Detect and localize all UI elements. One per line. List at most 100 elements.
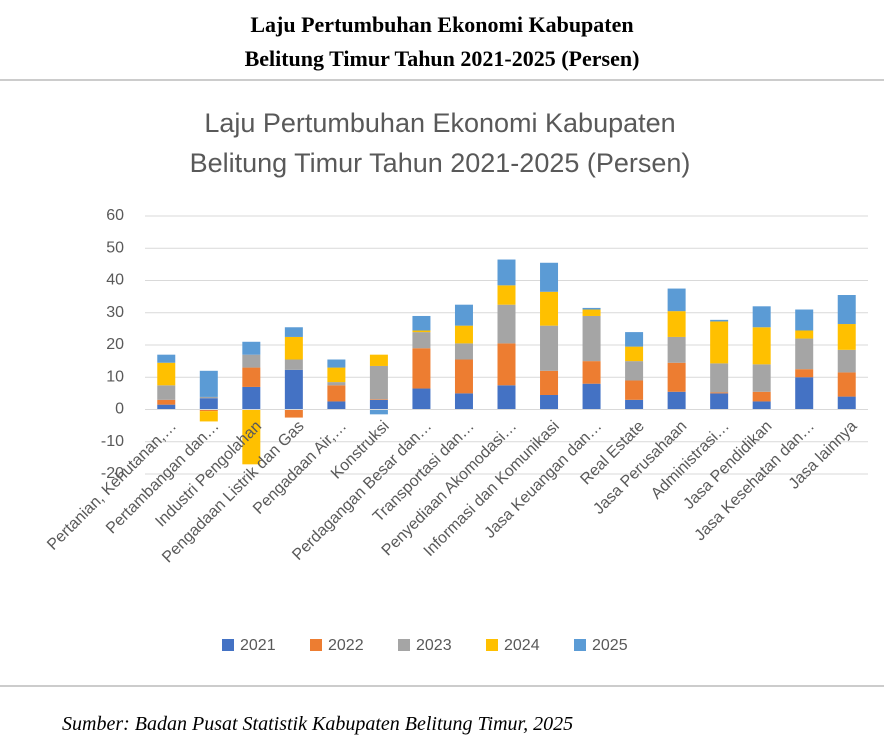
y-tick-label: 50 [106, 239, 124, 256]
bar-segment [199, 409, 218, 412]
bar-segment [837, 372, 856, 397]
bar-segment [284, 336, 303, 360]
bar-segment [667, 362, 686, 392]
bar-segment [625, 346, 644, 362]
bar-segment [199, 396, 218, 399]
bar-segment [242, 386, 261, 410]
bar-segment [837, 349, 856, 373]
bar-segment [242, 367, 261, 387]
header-title: Laju Pertumbuhan Ekonomi Kabupaten [250, 12, 633, 37]
bar-segment [752, 391, 771, 402]
bar-segment [667, 391, 686, 410]
bar-segment [710, 319, 729, 322]
bar-segment [157, 404, 176, 410]
bar-segment [795, 369, 814, 378]
bar-segment [412, 332, 431, 349]
bar-segment [454, 359, 473, 394]
bar-segment [582, 361, 601, 384]
bar-segment [625, 332, 644, 347]
header-title: Belitung Timur Tahun 2021-2025 (Persen) [245, 46, 640, 71]
bar-segment [667, 311, 686, 337]
bar-segment [667, 336, 686, 363]
bar-segment [199, 398, 218, 410]
legend-swatch [310, 639, 322, 651]
bar-segment [157, 362, 176, 386]
legend-swatch [222, 639, 234, 651]
y-tick-label: 10 [106, 368, 124, 385]
bar-segment [497, 385, 516, 410]
bar-segment [540, 262, 559, 292]
bar-segment [284, 369, 303, 410]
bar-segment [795, 309, 814, 331]
bar-segment [199, 411, 218, 422]
bar-segment [284, 359, 303, 370]
bar-segment [369, 399, 388, 410]
bar-segment [157, 385, 176, 400]
bar-segment [582, 309, 601, 316]
bar-segment [199, 370, 218, 397]
bar-segment [369, 399, 388, 400]
bar-segment [369, 354, 388, 366]
bar-segment [582, 307, 601, 310]
legend-swatch [486, 639, 498, 651]
y-tick-label: 30 [106, 304, 124, 321]
bar-segment [540, 325, 559, 371]
bar-segment [327, 401, 346, 410]
bar-segment [497, 304, 516, 344]
y-tick-label: 60 [106, 207, 124, 224]
bar-segment [497, 285, 516, 305]
bar-segment [540, 291, 559, 326]
bar-segment [454, 325, 473, 344]
legend-label: 2021 [240, 637, 276, 654]
chart-title: Laju Pertumbuhan Ekonomi Kabupaten [204, 108, 675, 138]
bar-segment [795, 377, 814, 410]
bar-segment [284, 327, 303, 337]
bar-segment [327, 382, 346, 386]
bar-segment [667, 288, 686, 312]
bar-segment [625, 399, 644, 410]
legend-swatch [574, 639, 586, 651]
legend-label: 2024 [504, 637, 540, 654]
bar-segment [242, 341, 261, 355]
bar-segment [454, 343, 473, 360]
bar-segment [497, 259, 516, 286]
bar-segment [710, 321, 729, 364]
bar-segment [242, 354, 261, 368]
bar-segment [795, 338, 814, 370]
bar-segment [327, 367, 346, 383]
bar-segment [625, 380, 644, 400]
bar-segment [327, 359, 346, 368]
y-tick-label: 0 [115, 401, 124, 418]
bar-segment [795, 330, 814, 339]
bar-segment [412, 315, 431, 331]
bar-segment [625, 361, 644, 381]
y-tick-label: 20 [106, 336, 124, 353]
bar-segment [327, 385, 346, 402]
bar-segment [157, 354, 176, 363]
bar-segment [752, 364, 771, 392]
bar-segment [837, 295, 856, 325]
bar-segment [752, 401, 771, 410]
bar-segment [369, 409, 388, 415]
y-tick-label: -20 [101, 465, 124, 482]
legend-label: 2025 [592, 637, 628, 654]
bar-segment [369, 365, 388, 400]
bar-segment [157, 399, 176, 405]
bar-segment [454, 304, 473, 326]
bar-segment [582, 383, 601, 410]
bar-segment [412, 330, 431, 333]
bar-segment [837, 396, 856, 410]
source-note: Sumber: Badan Pusat Statistik Kabupaten … [62, 713, 573, 735]
bar-segment [412, 348, 431, 389]
legend-swatch [398, 639, 410, 651]
bar-segment [242, 409, 261, 465]
bar-segment [454, 393, 473, 410]
legend-label: 2022 [328, 637, 364, 654]
bar-segment [710, 393, 729, 410]
bar-segment [412, 388, 431, 410]
bar-segment [582, 315, 601, 362]
chart-title: Belitung Timur Tahun 2021-2025 (Persen) [190, 148, 691, 178]
